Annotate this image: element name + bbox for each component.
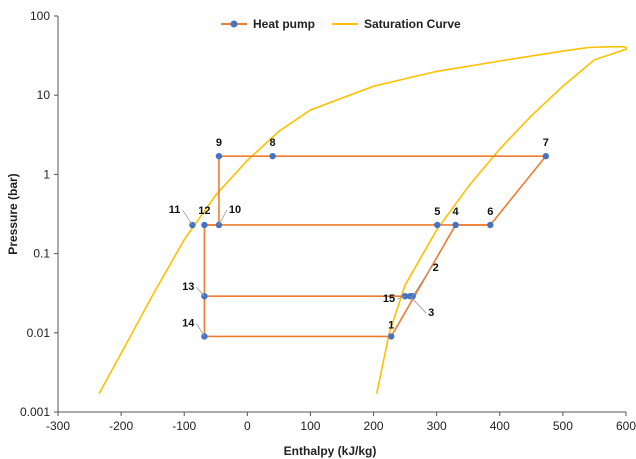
legend-saturation-label: Saturation Curve (364, 17, 461, 31)
heat-pump-point-1 (388, 333, 395, 340)
legend-heat-pump-label: Heat pump (253, 17, 315, 31)
x-tick-label: 300 (427, 419, 447, 433)
saturation-curve-layer (98, 45, 627, 395)
point-label: 6 (487, 206, 493, 218)
point-label: 8 (270, 137, 276, 149)
leader-line (196, 323, 205, 337)
point-label: 9 (216, 137, 222, 149)
x-tick-label: 0 (244, 419, 251, 433)
y-tick-label: 0.001 (20, 405, 50, 419)
heat-pump-point-8 (269, 152, 276, 160)
y-tick-label: 10 (37, 88, 51, 102)
leader-line (412, 267, 432, 297)
saturation-vapor-line (375, 45, 627, 394)
point-label: 5 (434, 206, 440, 218)
point-label: 14 (182, 317, 195, 329)
leader-line (396, 295, 406, 300)
point-label: 12 (198, 205, 210, 217)
x-tick-label: 200 (364, 419, 384, 433)
point-label: 1 (388, 319, 394, 331)
x-tick-label: 600 (616, 419, 636, 433)
point-label-layer: 1 15 2 3 4 5 6 7 8 9 10 11 12 13 14 (169, 137, 549, 337)
point-label: 13 (182, 281, 194, 293)
y-tick-label: 0.1 (33, 247, 50, 261)
heat-pump-layer (189, 152, 550, 340)
point-label: 3 (428, 307, 434, 319)
point-label: 2 (433, 262, 439, 274)
y-tick-label: 1 (43, 167, 50, 181)
heat-pump-point-7 (542, 152, 550, 160)
point-label: 4 (453, 206, 460, 218)
heat-pump-point-4 (452, 221, 459, 229)
heat-pump-point-6 (487, 221, 494, 229)
y-tick-label: 0.01 (27, 326, 51, 340)
heat-pump-point-12 (201, 221, 208, 229)
heat-pump-segment (390, 224, 457, 337)
x-axis-title: Enthalpy (kJ/kg) (284, 444, 377, 458)
point-label: 7 (543, 137, 549, 149)
y-axis-title: Pressure (bar) (6, 173, 20, 254)
heat-pump-point-5 (434, 221, 441, 229)
heat-pump-point-9 (215, 152, 223, 160)
x-tick-label: 500 (553, 419, 573, 433)
x-axis-ticks: -300 -200 -100 0 100 200 300 400 500 600 (46, 412, 636, 433)
y-axis-ticks: 0.001 0.01 0.1 1 10 100 (20, 9, 58, 419)
leader-line (196, 286, 205, 297)
point-label: 11 (169, 204, 181, 216)
saturation-liquid-line (98, 46, 589, 395)
x-tick-label: -300 (46, 419, 70, 433)
leader-line (218, 209, 228, 226)
leader-line (182, 209, 193, 226)
legend: Heat pump Saturation Curve (221, 17, 461, 31)
x-tick-label: 400 (490, 419, 510, 433)
legend-heat-pump-marker (230, 20, 238, 28)
x-tick-label: -200 (109, 419, 133, 433)
leader-line (409, 295, 427, 314)
heat-pump-segment (489, 155, 547, 226)
plot-area: -300 -200 -100 0 100 200 300 400 500 600 0.0010.0… (20, 9, 636, 433)
x-tick-label: -100 (172, 419, 196, 433)
x-tick-label: 100 (300, 419, 320, 433)
point-label: 10 (229, 204, 241, 216)
y-tick-label: 100 (30, 9, 50, 23)
point-label: 15 (383, 293, 395, 305)
